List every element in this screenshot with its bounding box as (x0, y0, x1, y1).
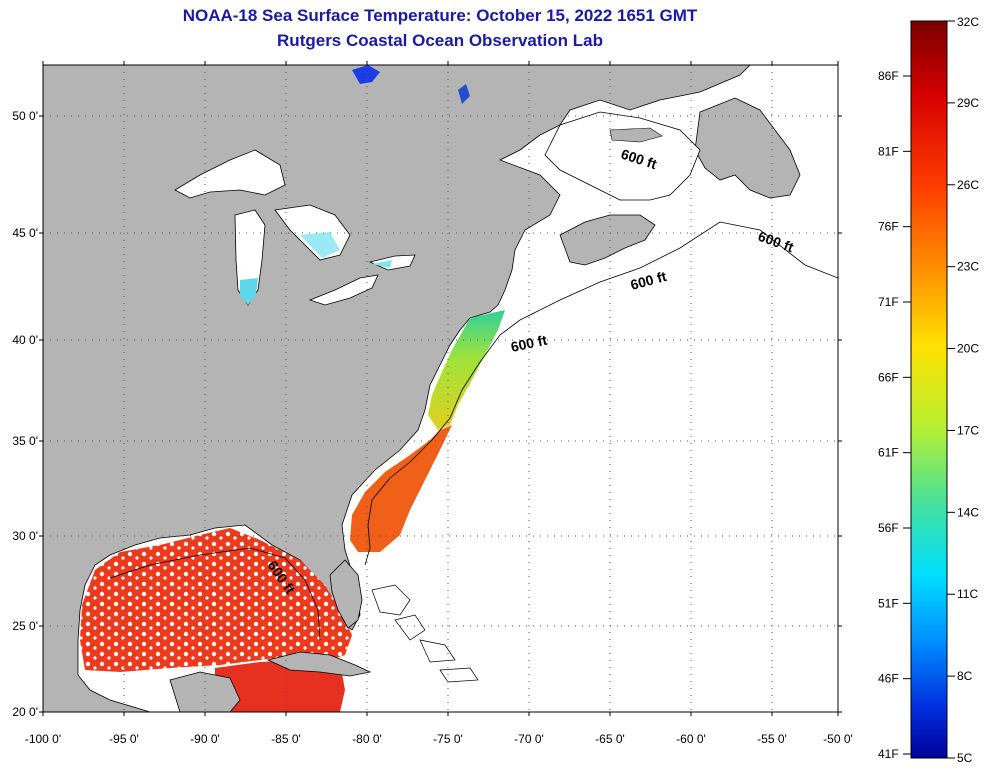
land-north-america (43, 65, 751, 712)
colorbar-fahrenheit-label: 56F (878, 521, 899, 535)
colorbar-fahrenheit-label: 46F (878, 672, 899, 686)
longitude-label: -65 0' (595, 732, 625, 746)
colorbar-fahrenheit-label: 61F (878, 446, 899, 460)
colorbar-celsius-label: 17C (957, 423, 979, 437)
gulf-st-lawrence (544, 111, 701, 201)
map-title: NOAA-18 Sea Surface Temperature: October… (182, 6, 698, 25)
caribbean-sst (215, 660, 345, 712)
colorbar-ticks: 32C 29C 26C 23C 20C 17C 14C 11C 8C 5C 86F 81F 76F 71F… (878, 15, 979, 765)
latitude-label: 25 0' (12, 619, 38, 633)
yucatan-land (169, 671, 241, 712)
mid-atlantic-sst (428, 310, 505, 430)
colorbar-fahrenheit-label: 86F (878, 69, 899, 83)
longitude-label: -90 0' (190, 732, 220, 746)
colorbar-celsius-label: 20C (957, 342, 979, 356)
graticule (43, 65, 838, 712)
cuba-land (266, 651, 372, 677)
colorbar-celsius-label: 23C (957, 260, 979, 274)
colorbar-fahrenheit-label: 66F (878, 370, 899, 384)
lake-erie (308, 274, 379, 306)
anticosti-island (609, 127, 663, 143)
lake-ontario-sst (372, 260, 392, 268)
colorbar-celsius-label: 8C (957, 669, 973, 683)
colorbar-celsius-label: 14C (957, 505, 979, 519)
latitude-label: 20 0' (12, 705, 38, 719)
longitude-label: -95 0' (109, 732, 139, 746)
latitude-label: 30 0' (12, 529, 38, 543)
map-frame (42, 64, 839, 713)
longitude-label: -75 0' (433, 732, 463, 746)
colorbar-fahrenheit-label: 51F (878, 596, 899, 610)
lake-michigan-south-sst (240, 278, 258, 305)
lake-huron-sst (300, 232, 340, 258)
longitude-label: -60 0' (676, 732, 706, 746)
land-nova-scotia (559, 214, 656, 266)
latitude-label: 35 0' (12, 434, 38, 448)
isobath-600ft-gulf (109, 547, 321, 641)
colorbar-fahrenheit-label: 81F (878, 144, 899, 158)
southeast-sst (350, 425, 452, 552)
lake-ontario (368, 254, 416, 271)
colorbar-celsius-label: 5C (957, 751, 973, 765)
bahamas-islands (371, 584, 479, 683)
longitude-label: -50 0' (823, 732, 853, 746)
land-newfoundland (694, 97, 801, 199)
colorbar-fahrenheit-label: 71F (878, 295, 899, 309)
colorbar-celsius-label: 32C (957, 15, 979, 29)
florida-land (329, 559, 363, 629)
map-subtitle: Rutgers Coastal Ocean Observation Lab (277, 31, 603, 50)
colorbar-celsius-label: 11C (957, 587, 978, 601)
latitude-axis: 50 0' 45 0' 40 0' 35 0' 30 0' 25 0' 20 0' (12, 109, 842, 719)
latitude-label: 45 0' (12, 226, 38, 240)
colorbar-fahrenheit-label: 41F (878, 747, 899, 761)
latitude-label: 50 0' (12, 109, 38, 123)
colorbar-fahrenheit-label: 76F (878, 220, 899, 234)
temperature-colorbar (910, 20, 948, 759)
lake-superior (174, 149, 286, 199)
longitude-label: -100 0' (25, 732, 61, 746)
lake-nipigon (458, 84, 470, 104)
longitude-axis: -100 0' -95 0' -90 0' -85 0' -80 0' -75 0' -70… (25, 61, 853, 746)
hudson-bay-inlet (352, 65, 380, 84)
longitude-label: -70 0' (514, 732, 544, 746)
longitude-label: -85 0' (271, 732, 301, 746)
longitude-label: -80 0' (352, 732, 382, 746)
colorbar-celsius-label: 29C (957, 96, 979, 110)
latitude-label: 40 0' (12, 333, 38, 347)
longitude-label: -55 0' (757, 732, 787, 746)
gulf-of-mexico-sst (80, 528, 352, 672)
colorbar-celsius-label: 26C (957, 178, 979, 192)
isobath-600ft-line (364, 221, 838, 566)
isobath-label-midatlantic: 600 ft (509, 332, 548, 355)
